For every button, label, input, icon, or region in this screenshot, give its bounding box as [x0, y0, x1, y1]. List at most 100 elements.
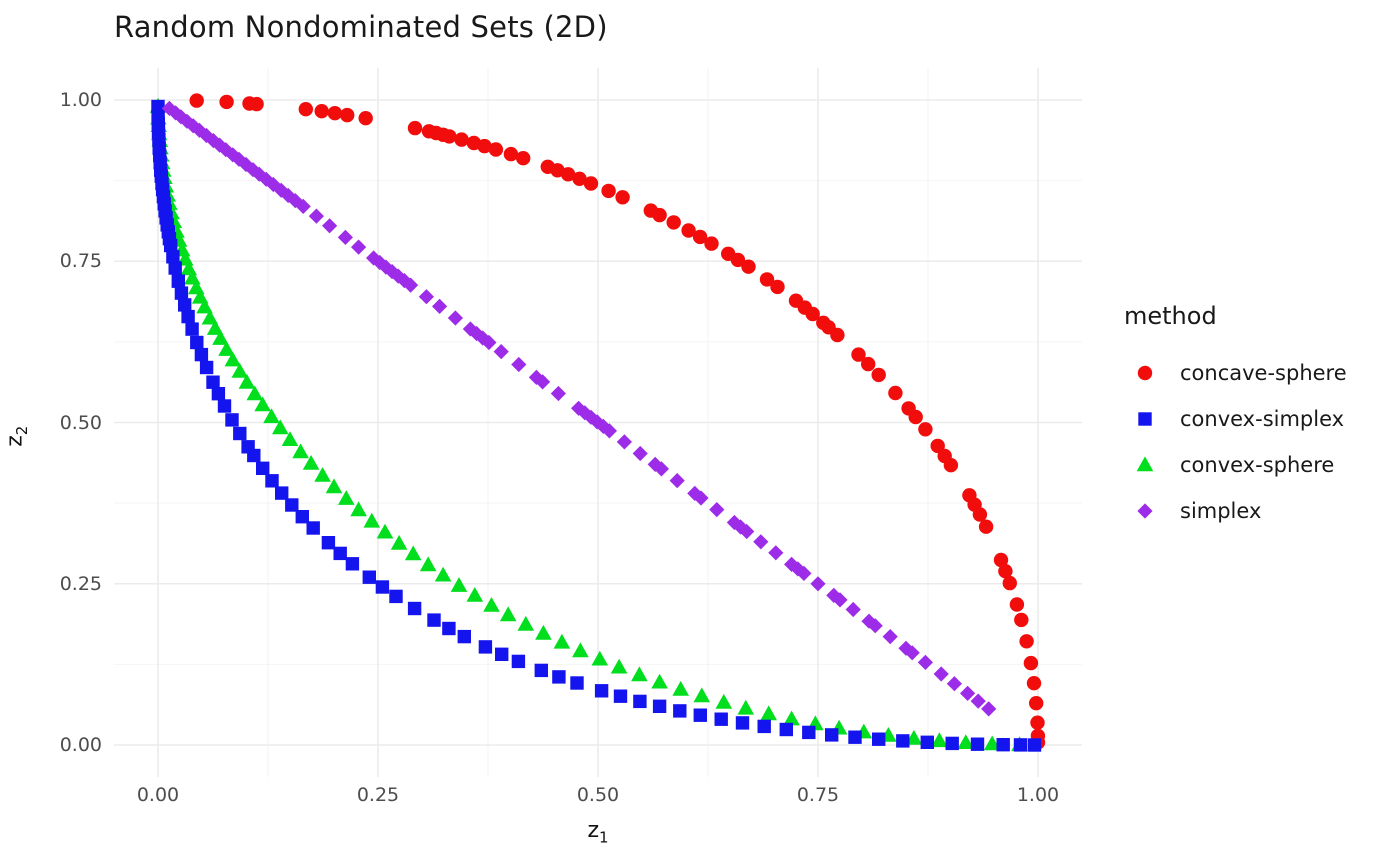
data-point-concave-sphere [972, 507, 988, 522]
data-point-convex-simplex [174, 286, 189, 300]
data-point-convex-simplex [362, 570, 376, 584]
data-point-convex-sphere [363, 512, 381, 528]
data-point-simplex [709, 502, 725, 518]
data-point-convex-simplex [570, 676, 584, 690]
data-point-convex-sphere [404, 545, 422, 561]
data-point-convex-simplex [181, 309, 195, 324]
data-point-convex-sphere [931, 732, 948, 748]
data-point-convex-simplex [185, 322, 199, 336]
data-point-convex-simplex [511, 654, 526, 669]
data-point-concave-sphere [1029, 696, 1044, 711]
data-point-concave-sphere [454, 132, 469, 147]
data-point-concave-sphere [516, 151, 531, 166]
data-point-convex-sphere [218, 341, 235, 356]
data-point-simplex [396, 273, 412, 289]
data-point-simplex [753, 534, 769, 550]
data-point-concave-sphere [358, 111, 373, 126]
data-point-simplex [475, 330, 491, 346]
data-point-convex-sphere [450, 577, 468, 592]
data-point-convex-simplex [211, 387, 226, 401]
data-point-convex-simplex [848, 730, 862, 744]
data-point-convex-simplex [295, 510, 309, 524]
data-point-simplex [511, 356, 527, 373]
data-point-convex-sphere [517, 615, 535, 631]
data-point-convex-simplex [166, 250, 180, 264]
y-tick-label: 0.00 [59, 734, 102, 756]
data-point-simplex [768, 545, 784, 561]
data-point-concave-sphere [560, 167, 576, 182]
data-point-concave-sphere [871, 367, 886, 383]
data-point-simplex [917, 654, 933, 670]
data-point-convex-simplex [996, 738, 1010, 752]
diamond-key-glyph [1137, 503, 1153, 519]
data-point-concave-sphere [1009, 597, 1025, 612]
data-point-convex-sphere [238, 373, 256, 389]
data-point-convex-simplex [427, 613, 441, 627]
data-point-simplex [481, 334, 497, 351]
data-point-simplex [739, 523, 755, 540]
data-point-convex-simplex [457, 629, 471, 644]
data-point-convex-simplex [306, 521, 320, 535]
data-point-convex-simplex [872, 732, 886, 746]
data-point-concave-sphere [583, 176, 599, 191]
data-point-convex-sphere [314, 467, 331, 482]
data-point-concave-sphere [477, 138, 492, 154]
data-point-convex-sphere [206, 320, 224, 335]
data-point-simplex [384, 264, 400, 280]
data-point-simplex [933, 666, 949, 682]
data-point-concave-sphere [943, 458, 959, 473]
data-point-simplex [589, 414, 605, 430]
data-point-convex-sphere [224, 351, 242, 367]
legend-item-convex-sphere: convex-sphere [1120, 442, 1392, 488]
data-point-convex-sphere [419, 556, 437, 572]
data-point-convex-simplex [217, 399, 232, 413]
data-point-convex-sphere [715, 693, 733, 709]
data-point-convex-simplex [190, 335, 204, 350]
data-point-simplex [308, 208, 324, 224]
data-point-simplex [577, 405, 593, 421]
data-point-concave-sphere [888, 385, 903, 401]
data-point-simplex [571, 400, 587, 416]
data-point-convex-simplex [407, 601, 422, 616]
data-point-convex-simplex [345, 557, 360, 571]
data-point-convex-simplex [735, 716, 750, 730]
data-point-concave-sphere [572, 171, 587, 186]
data-point-concave-sphere [1023, 655, 1039, 671]
data-point-concave-sphere [770, 279, 785, 295]
data-point-convex-sphere [535, 624, 552, 640]
data-point-concave-sphere [741, 259, 756, 274]
data-point-convex-sphere [983, 735, 1001, 751]
data-point-convex-sphere [376, 523, 394, 539]
data-point-concave-sphere [692, 229, 708, 245]
data-point-simplex [322, 218, 338, 234]
x-tick-label: 0.50 [576, 784, 620, 806]
data-point-convex-simplex [633, 694, 647, 709]
diamond-key-icon [1137, 503, 1153, 519]
data-point-convex-sphere [737, 699, 755, 715]
data-point-convex-simplex [714, 712, 728, 726]
data-point-simplex [904, 645, 920, 661]
legend-title: method [1124, 302, 1217, 330]
data-point-convex-sphere [325, 478, 343, 494]
data-point-concave-sphere [601, 183, 616, 199]
y-tick-label: 0.75 [59, 250, 102, 272]
chart-title: Random Nondominated Sets (2D) [114, 10, 608, 44]
data-point-convex-simplex [321, 536, 336, 550]
data-point-concave-sphere [1014, 612, 1029, 628]
data-point-concave-sphere [503, 146, 519, 162]
legend-label: concave-sphere [1180, 361, 1347, 385]
data-point-simplex [372, 254, 388, 271]
triangle-key-glyph [1136, 456, 1154, 472]
data-point-convex-simplex [970, 737, 985, 751]
circle-key-icon [1137, 365, 1153, 381]
data-point-concave-sphere [340, 107, 355, 123]
data-point-concave-sphere [998, 564, 1013, 579]
data-point-concave-sphere [615, 190, 630, 205]
y-tick-label: 0.25 [59, 573, 102, 595]
data-point-convex-sphere [905, 729, 923, 745]
data-point-concave-sphere [1002, 575, 1017, 591]
data-point-simplex [403, 277, 419, 293]
data-point-convex-simplex [552, 670, 566, 684]
x-axis-title: z1 [587, 818, 608, 846]
data-point-simplex [390, 268, 406, 284]
